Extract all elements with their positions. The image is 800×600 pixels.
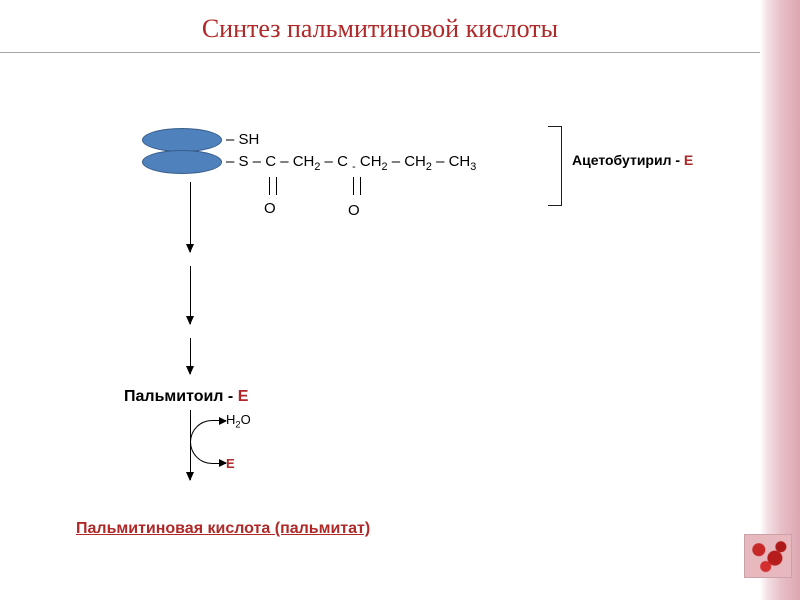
enzyme-ellipse-bottom (142, 150, 222, 174)
chain-sh-label: – SH (226, 131, 259, 148)
split-arc-icon (190, 420, 226, 464)
double-bond-1 (269, 177, 277, 195)
decorative-thumbnail (744, 534, 792, 578)
reaction-arrow-1 (190, 182, 191, 252)
palmitoyl-label: Пальмитоил - Е (124, 388, 248, 406)
product-label: Пальмитиновая кислота (пальмитат) (76, 520, 370, 538)
h2o-label: H2O (226, 412, 251, 430)
reaction-arrow-2 (190, 266, 191, 324)
decorative-right-band (760, 0, 800, 600)
chain-acyl-label: – S – C – CH2 – C - CH2 – CH2 – CH3 (226, 153, 476, 173)
enzyme-ellipse-top (142, 128, 222, 152)
acetobutyryl-label: Ацетобутирил - Е (572, 152, 693, 168)
reaction-arrow-3 (190, 338, 191, 374)
oxygen-label-2: O (348, 202, 360, 219)
double-bond-2 (353, 177, 361, 195)
grouping-bracket (548, 126, 562, 206)
oxygen-label-1: O (264, 200, 276, 217)
slide-title: Синтез пальмитиновой кислоты (0, 14, 760, 44)
slide-canvas: Синтез пальмитиновой кислоты – SH – S – … (0, 0, 800, 600)
enzyme-out-label: E (226, 456, 235, 471)
title-underline (0, 52, 760, 53)
